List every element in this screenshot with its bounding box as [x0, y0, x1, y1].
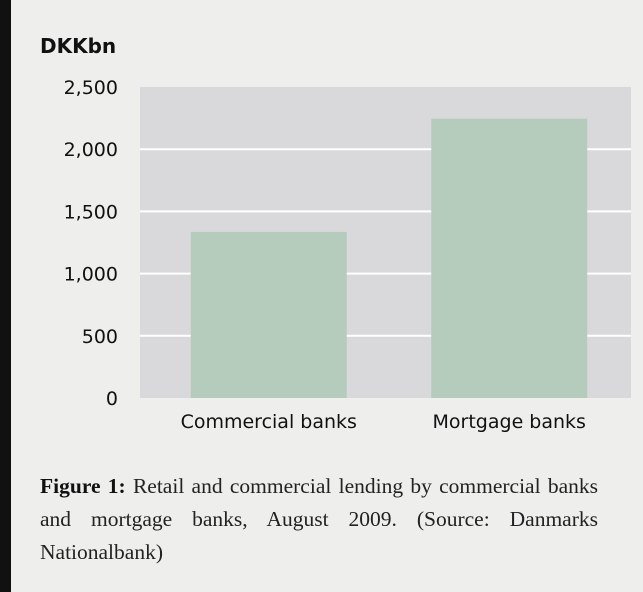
- y-tick-label: 1,000: [64, 264, 118, 286]
- y-tick-labels: 0 500 1,000 1,500 2,000 2,500: [64, 77, 118, 410]
- x-category-labels: Commercial banks Mortgage banks: [181, 411, 586, 433]
- caption-text: Retail and commercial lending by commerc…: [40, 474, 598, 564]
- bar-commercial-banks: [190, 231, 347, 398]
- figure-caption: Figure 1: Retail and commercial lending …: [40, 470, 598, 569]
- y-axis-unit-label: DKKbn: [40, 34, 117, 58]
- y-tick-label: 2,000: [64, 139, 118, 161]
- y-tick-label: 1,500: [64, 201, 118, 223]
- x-category-label: Mortgage banks: [433, 411, 586, 433]
- y-tick-label: 0: [106, 388, 118, 410]
- y-tick-label: 500: [82, 326, 118, 348]
- left-accent-bar: [0, 0, 11, 592]
- bar-chart: 0 500 1,000 1,500 2,000 2,500 Commercial bank…: [64, 77, 631, 433]
- bars: [190, 118, 588, 399]
- x-category-label: Commercial banks: [181, 411, 357, 433]
- bar-mortgage-banks: [431, 118, 588, 399]
- y-tick-label: 2,500: [64, 77, 118, 99]
- caption-label: Figure 1:: [40, 474, 126, 498]
